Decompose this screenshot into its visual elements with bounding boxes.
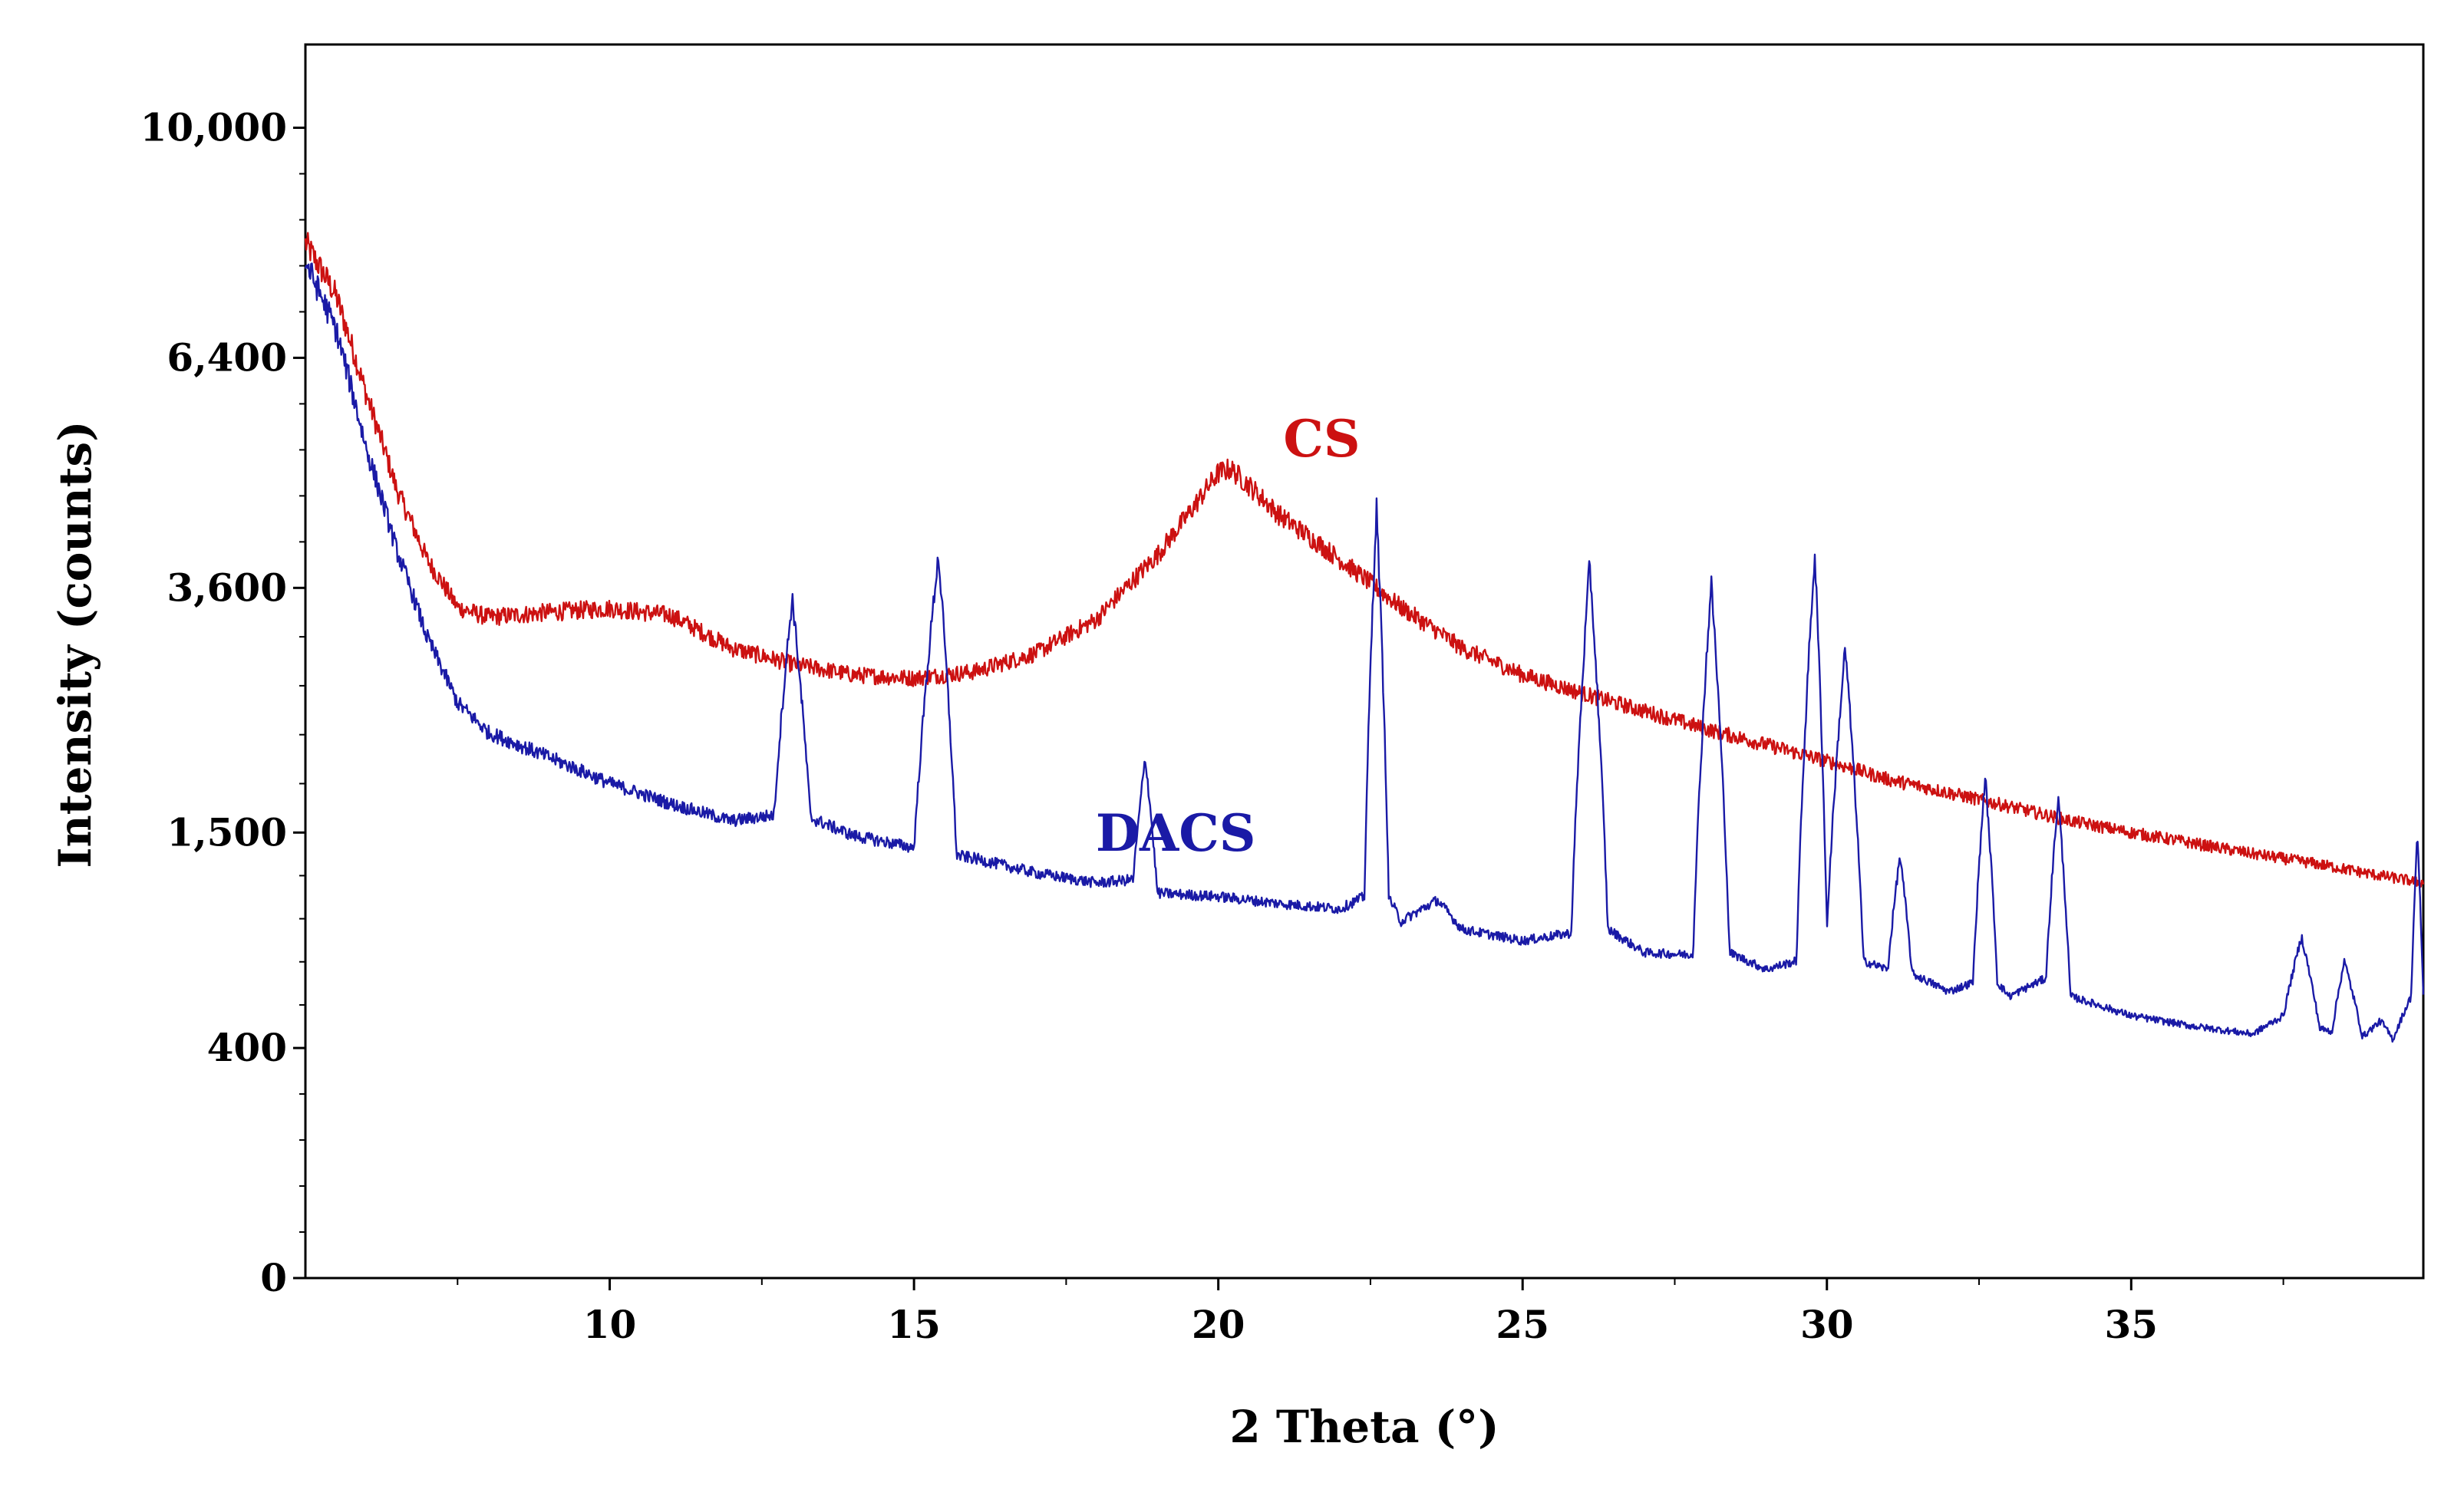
- x-tick-label: 20: [1192, 1302, 1245, 1347]
- y-tick-label: 10,000: [140, 105, 287, 150]
- y-tick-label: 3,600: [167, 565, 287, 610]
- series-line-cs: [304, 232, 2425, 888]
- x-tick-label: 30: [1800, 1302, 1854, 1347]
- x-tick-label: 25: [1496, 1302, 1549, 1347]
- plot-frame: [304, 43, 2425, 1280]
- y-axis-title: Intensity (counts): [49, 420, 101, 868]
- series-group: [304, 232, 2425, 1043]
- x-tick-label: 35: [2105, 1302, 2159, 1347]
- y-axis-ticks: 0 400 1,500 3,600 6,400 10,000: [140, 105, 305, 1300]
- series-label-dacs: DACS: [1096, 803, 1256, 863]
- series-labels: CS DACS: [1096, 409, 1361, 863]
- x-axis-title: 2 Theta (°): [1229, 1401, 1499, 1453]
- y-tick-label: 6,400: [167, 334, 287, 380]
- x-tick-label: 15: [887, 1302, 941, 1347]
- y-tick-label: 0: [260, 1255, 287, 1300]
- x-axis-ticks: 10 15 20 25 30 35: [457, 1278, 2284, 1347]
- y-tick-label: 1,500: [167, 809, 287, 855]
- y-tick-label: 400: [207, 1025, 287, 1070]
- series-label-cs: CS: [1283, 409, 1360, 469]
- series-line-dacs: [304, 262, 2425, 1043]
- x-tick-label: 10: [583, 1302, 637, 1347]
